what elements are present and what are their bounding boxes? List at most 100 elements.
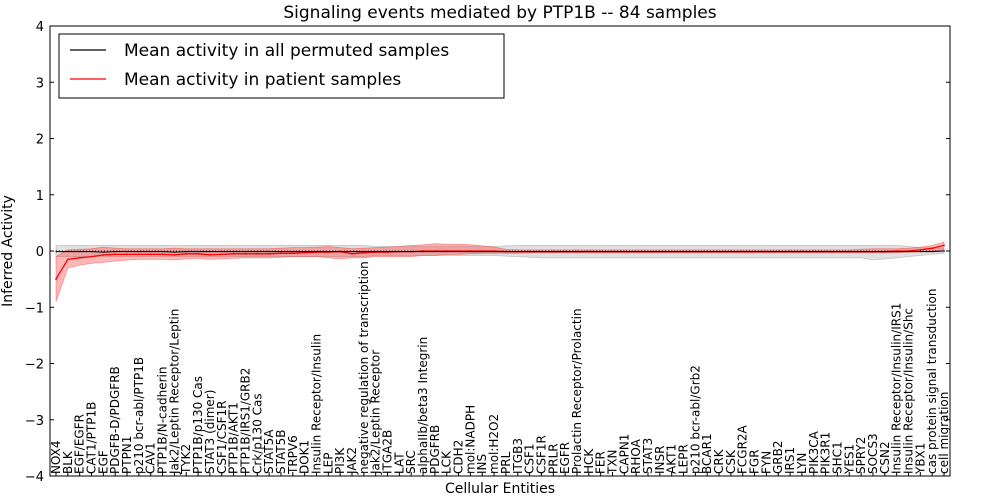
x-category-label: TRPV6 (286, 435, 300, 475)
patient-point (268, 252, 271, 255)
permuted-point (90, 250, 93, 253)
permuted-band (55, 245, 945, 261)
x-category-label: Crk/p130 Cas (250, 393, 264, 474)
x-category-label: TXN (606, 449, 620, 475)
x-category-label: LEPR (677, 444, 691, 474)
x-category-label: Jak2/Leptin Receptor (369, 350, 383, 475)
x-category-label: FYN (759, 451, 773, 474)
x-category-label: SHC1 (830, 441, 844, 474)
permuted-point (457, 250, 460, 253)
permuted-point (351, 250, 353, 253)
x-category-label: PI3K (333, 447, 347, 474)
permuted-point (55, 250, 57, 253)
x-category-label: mol:H2O2 (487, 414, 501, 474)
legend-box (58, 33, 505, 99)
x-category-label: CDH2 (452, 440, 466, 474)
patient-band (55, 241, 945, 302)
y-axis-label: Inferred Activity (0, 195, 16, 307)
patient-point (137, 253, 140, 256)
permuted-point (801, 250, 803, 253)
x-category-label: ITGA2B (381, 430, 395, 474)
patient-point (185, 252, 188, 255)
x-category-label: mol:NADPH (463, 405, 477, 474)
permuted-point (623, 250, 625, 253)
x-category-label: PDGFB-D/PDGFRB (108, 366, 122, 474)
x-category-label: CSF1/CSF1R (215, 401, 229, 474)
patient-point (351, 252, 353, 255)
x-category-label: LEP (321, 452, 335, 474)
permuted-point (339, 250, 341, 253)
legend: Mean activity in all permuted samples Me… (58, 33, 505, 99)
permuted-point (777, 250, 779, 253)
patient-point (114, 253, 117, 256)
permuted-point (481, 250, 483, 253)
patient-point (55, 278, 57, 281)
patient-point (280, 252, 282, 255)
permuted-point (386, 250, 389, 253)
x-category-label: SRC (404, 450, 418, 474)
patient-point (919, 248, 922, 251)
patient-point (943, 244, 945, 247)
x-category-label: PRL (499, 451, 513, 474)
permuted-point (919, 250, 921, 253)
patient-point (173, 254, 176, 256)
permuted-point (647, 250, 649, 253)
permuted-mean-line (56, 250, 945, 253)
permuted-point (161, 250, 164, 253)
permuted-point (659, 250, 661, 253)
x-category-label: AKT1 (665, 444, 679, 474)
permuted-point (742, 250, 744, 253)
x-category-label: negative regulation of transcription (357, 261, 371, 474)
x-category-label: PTP1B/N-cadherin (156, 367, 170, 474)
x-category-label: CSK (724, 449, 738, 474)
y-tick-label: 3 (36, 76, 44, 91)
x-category-label: p210 bcr-abl/PTP1B (132, 357, 146, 474)
permuted-point (102, 251, 104, 253)
patient-point (78, 256, 81, 259)
x-category-label: PRLR (546, 443, 560, 474)
y-tick-label: −2 (25, 358, 44, 373)
plot-frame (49, 25, 951, 477)
x-category-label: CAV1 (144, 442, 158, 474)
plot-area (50, 241, 950, 302)
patient-point (209, 254, 211, 256)
permuted-point (67, 250, 69, 253)
permuted-point (730, 250, 732, 253)
x-category-label: p210 bcr-abl/Grb2 (688, 365, 702, 474)
permuted-point (765, 250, 768, 253)
permuted-point (635, 250, 637, 253)
x-category-label: EGFR (558, 442, 572, 474)
permuted-point (517, 250, 519, 253)
chart-title: Signaling events mediated by PTP1B -- 84… (283, 3, 716, 23)
permuted-point (363, 250, 365, 253)
x-category-label: BCAR1 (700, 433, 714, 474)
permuted-point (671, 250, 673, 253)
permuted-point (848, 250, 850, 253)
permuted-point (375, 250, 377, 253)
x-category-label: PTPN1 (120, 436, 134, 474)
x-category-label: PTP1B/AKT1 (227, 402, 241, 474)
x-category-label: STAT5A (262, 429, 276, 474)
x-category-label: FGR (748, 449, 762, 474)
permuted-point (185, 250, 187, 253)
permuted-point (79, 250, 81, 253)
patient-point (931, 247, 934, 250)
permuted-point (410, 250, 412, 253)
permuted-point (564, 250, 566, 253)
x-category-label: RHOA (629, 438, 643, 474)
x-category-label: CRK (712, 448, 726, 474)
x-category-label: SOCS3 (866, 433, 880, 474)
x-category-label: Insulin Receptor/Insulin (310, 334, 324, 474)
permuted-point (907, 250, 910, 253)
x-category-label: INSR (653, 446, 667, 474)
permuted-point (896, 250, 898, 253)
patient-point (303, 251, 306, 254)
permuted-point (422, 250, 424, 253)
x-category-label: FER (594, 451, 608, 474)
permuted-point (292, 250, 294, 253)
permuted-point (173, 251, 175, 253)
x-category-labels: NOX4BLKEGF/EGFRCAT1/PTP1BEGFPDGFB-D/PDGF… (49, 261, 951, 476)
permuted-point (469, 250, 471, 253)
x-category-label: STAT5B (274, 430, 288, 475)
